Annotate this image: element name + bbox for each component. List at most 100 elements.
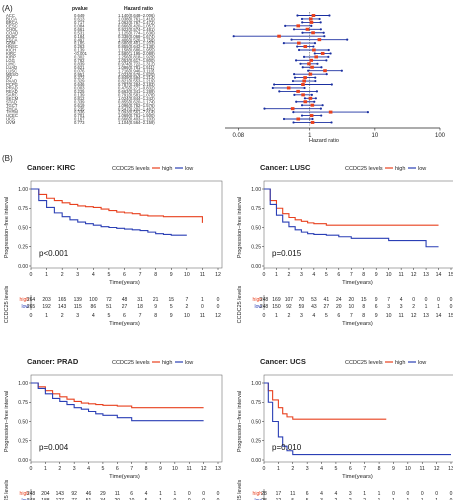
risk-count-low: 192 (42, 304, 51, 310)
hazard-ratio-value: 0.787(0.284−2.183) (118, 82, 155, 87)
risk-x-tick-label: 8 (362, 313, 365, 319)
risk-count-high: 3 (349, 491, 352, 497)
ci-upper-cap (315, 90, 319, 93)
risk-count-low: 5 (306, 498, 309, 500)
cancer-label: ACC (6, 13, 15, 18)
risk-count-low: 188 (41, 498, 50, 500)
forest-tick-label: 10 (372, 133, 379, 139)
pvalue-column-header: pvalue (72, 6, 88, 12)
plot-frame (263, 374, 453, 463)
risk-x-tick-label: 6 (337, 313, 340, 319)
hazard-ratio-point (311, 14, 316, 17)
ci-upper-cap (313, 100, 316, 103)
cancer-label: SARC (6, 92, 18, 97)
risk-count-high: 7 (387, 297, 390, 303)
hazard-ratio-value: 1.023(0.576−1.820) (118, 72, 155, 77)
panel-a-label: (A) (2, 4, 13, 13)
risk-count-low: 1 (421, 498, 424, 500)
ci-lower-cap (292, 111, 295, 114)
risk-count-low: 2 (185, 304, 188, 310)
survival-curve-low (264, 382, 451, 456)
x-tick-label: 9 (159, 466, 162, 472)
cancer-label: MESO (6, 72, 19, 77)
risk-count-low: 1 (406, 498, 409, 500)
x-tick-label: 2 (287, 272, 290, 278)
risk-count-high: 0 (217, 297, 220, 303)
legend-high-label: high (162, 360, 172, 366)
cancer-label: CHOL (6, 27, 18, 32)
risk-count-low: 0 (217, 304, 220, 310)
risk-x-tick-label: 14 (436, 313, 442, 319)
risk-row-high-label: high (253, 491, 263, 497)
y-tick-label: 0.75 (18, 400, 28, 406)
risk-count-high: 100 (89, 297, 98, 303)
risk-count-low: 265 (27, 304, 36, 310)
risk-count-high: 17 (276, 491, 282, 497)
forest-tick-label: 100 (435, 133, 446, 139)
hazard-ratio-value: 1.096(0.762−1.576) (118, 103, 155, 108)
hazard-ratio-value: 0.849(0.594−1.214) (118, 75, 155, 80)
risk-count-low: 2 (335, 498, 338, 500)
pvalue-value: 0.613 (74, 17, 85, 22)
forest-axis: 0.08 1 10 100 (225, 127, 446, 139)
forest-row: CESC 0.084 0.666(0.420−1.057) (6, 23, 313, 28)
ci-lower-cap (293, 76, 297, 79)
risk-count-high: 15 (361, 297, 367, 303)
forest-row: OV 0.372 0.849(0.594−1.214) (6, 75, 317, 80)
cancer-label: THCA (6, 106, 18, 111)
ci-lower-cap (284, 24, 287, 27)
ci-lower-cap (296, 45, 299, 48)
forest-row: HNSC 0.263 0.855(0.642−1.138) (6, 44, 315, 49)
x-tick-label: 1 (275, 272, 278, 278)
forest-row: TGCT 0.619 1.096(0.762−1.576) (6, 103, 324, 108)
hazard-ratio-value: 1.038(0.761−1.416) (118, 17, 155, 22)
hazard-ratio-point (297, 41, 301, 45)
hazard-ratio-point (303, 100, 308, 104)
panel-title: Cancer: PRAD (27, 357, 79, 366)
hazard-ratio-point (290, 107, 295, 111)
forest-row: ESCA 0.497 1.406(0.526−3.758) (6, 37, 349, 42)
y-axis-title: Progression−free interval (237, 197, 243, 258)
risk-x-tick-label: 0 (263, 313, 266, 319)
legend-title: CCDC25 levels (112, 166, 150, 172)
risk-table-y-label: CCDC25 levels (4, 479, 10, 500)
x-tick-label: 9 (170, 272, 173, 278)
ci-upper-cap (314, 79, 317, 83)
risk-count-low: 27 (324, 304, 330, 310)
ci-lower-cap (301, 31, 304, 34)
ci-lower-cap (293, 73, 296, 76)
risk-x-tick-label: 7 (350, 313, 353, 319)
pvalue-value: 0.003 (74, 86, 85, 91)
ci-lower-cap (294, 59, 298, 62)
risk-count-low: 8 (362, 304, 365, 310)
ci-upper-cap (314, 76, 317, 79)
y-axis-title: Progression−free interval (237, 391, 243, 452)
y-tick-label: 1.00 (18, 187, 28, 193)
hazard-ratio-value: 0.475(0.271−0.832) (118, 86, 155, 91)
hazard-ratio-point (277, 34, 281, 38)
ci-upper-cap (310, 93, 313, 96)
x-tick-label: 1 (45, 272, 48, 278)
pvalue-value: 0.773 (74, 120, 85, 125)
risk-count-low: 248 (260, 304, 269, 310)
panel-title: Cancer: LUSC (260, 163, 311, 172)
cancer-label: KIRP (6, 55, 16, 60)
risk-count-low: 20 (336, 304, 342, 310)
legend-title: CCDC25 levels (112, 360, 150, 366)
hazard-ratio-value: 1.158(0.686−1.955) (118, 48, 155, 53)
ci-upper-cap (311, 117, 314, 121)
x-tick-label: 6 (349, 466, 352, 472)
legend-low-label: low (418, 360, 426, 366)
legend-low-label: low (185, 360, 193, 366)
x-tick-label: 3 (300, 272, 303, 278)
ci-lower-cap (302, 55, 306, 59)
risk-row-high-label: high (20, 491, 30, 497)
hazard-ratio-point (309, 58, 313, 62)
cancer-label: OV (6, 75, 12, 80)
risk-count-high: 1 (173, 491, 176, 497)
risk-x-tick-label: 12 (411, 313, 417, 319)
pvalue-value: 0.621 (74, 65, 85, 70)
ci-upper-cap (325, 73, 328, 76)
risk-count-high: 20 (348, 297, 354, 303)
hazard-ratio-point (303, 45, 308, 49)
